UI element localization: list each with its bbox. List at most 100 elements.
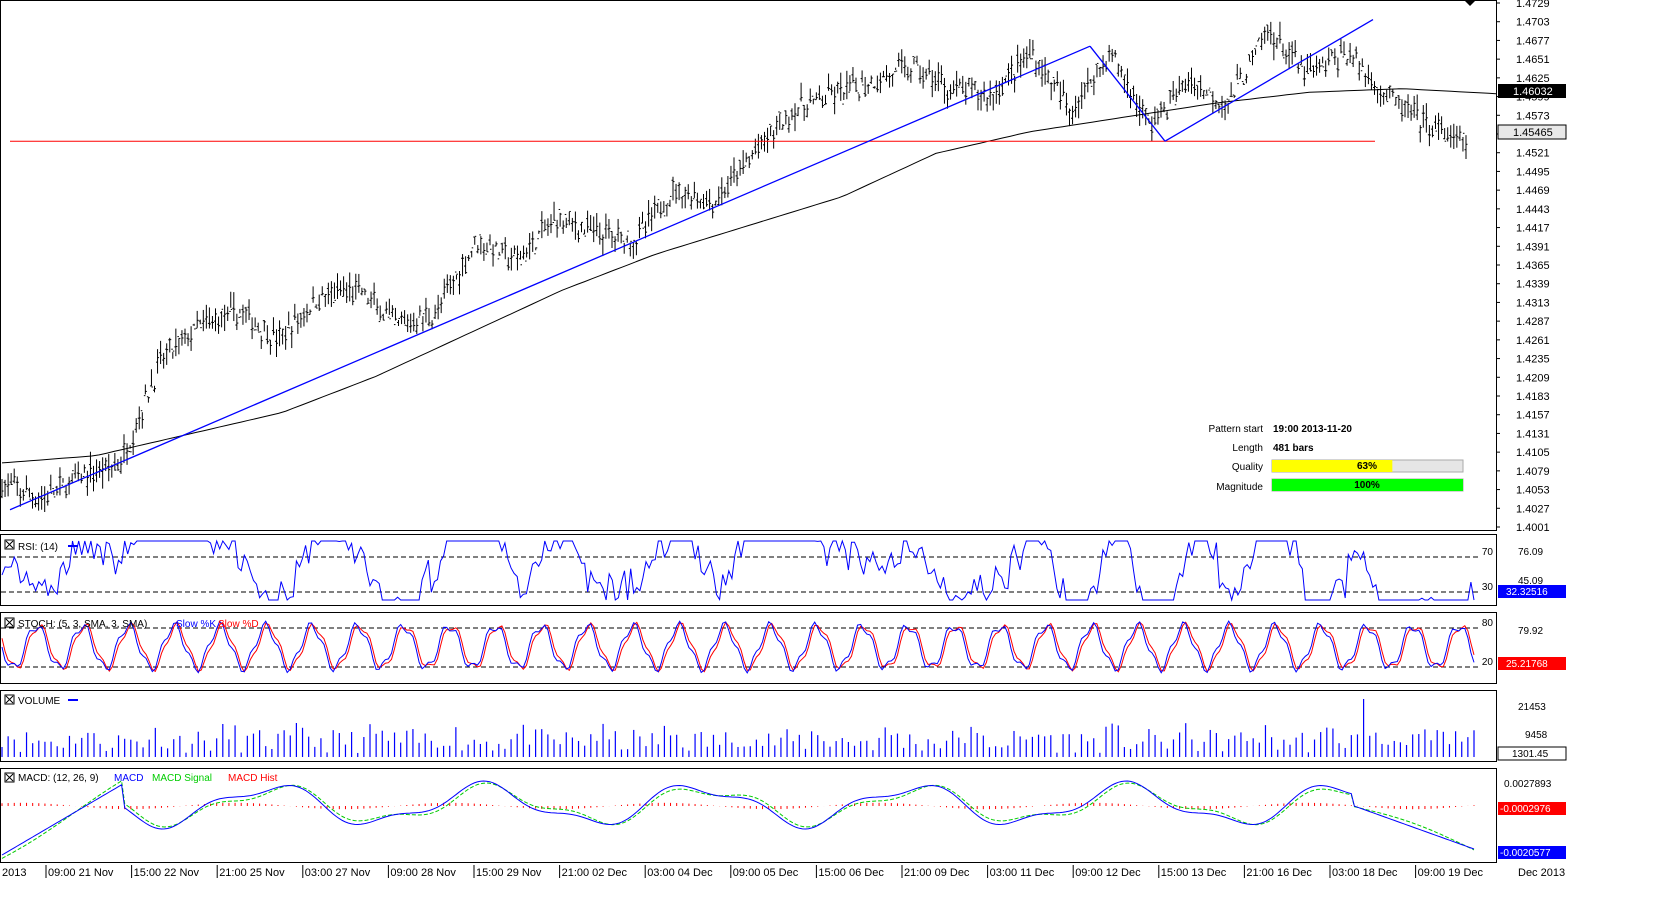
- candle: [311, 286, 315, 303]
- stoch-value: 25.21768: [1506, 659, 1548, 670]
- candle: [293, 303, 297, 321]
- candle: [381, 313, 385, 321]
- candle: [839, 72, 843, 101]
- candle: [1241, 81, 1245, 85]
- candle: [763, 131, 766, 152]
- candle: [659, 201, 663, 219]
- candle: [1055, 71, 1059, 86]
- candle: [1443, 128, 1447, 142]
- candle: [595, 213, 599, 237]
- candle: [778, 111, 782, 130]
- candle: [1278, 21, 1282, 44]
- candle: [875, 75, 879, 93]
- pattern-length-label: Length: [1232, 443, 1263, 454]
- candle: [21, 489, 25, 501]
- candle: [772, 130, 776, 149]
- candle: [1345, 58, 1349, 66]
- candle: [561, 220, 565, 234]
- macd-title: MACD: (12, 26, 9): [18, 773, 99, 784]
- candle: [1257, 37, 1261, 42]
- candle: [653, 195, 657, 219]
- price-tick-label: 1.4703: [1516, 17, 1550, 29]
- candle: [454, 271, 458, 280]
- candle: [1464, 135, 1468, 160]
- candle: [692, 181, 696, 200]
- candle: [555, 219, 559, 238]
- time-label: 09:00 28 Nov: [390, 867, 456, 879]
- candle: [1205, 89, 1209, 96]
- quality-label: Quality: [1232, 462, 1263, 473]
- sma-line: [1, 88, 1497, 464]
- scroll-marker-icon[interactable]: [1464, 0, 1476, 6]
- candle: [241, 304, 245, 325]
- candle: [1321, 56, 1325, 68]
- candle: [265, 325, 269, 345]
- candle: [348, 272, 352, 302]
- candle: [1379, 85, 1383, 107]
- price-tick-label: 1.4261: [1516, 335, 1550, 347]
- candle: [494, 241, 498, 247]
- trend-line-1: [9, 45, 1091, 511]
- candle: [705, 190, 709, 207]
- candle: [363, 288, 367, 296]
- stoch-d-legend: Slow %D: [218, 619, 259, 630]
- candle: [717, 186, 721, 206]
- candle: [1116, 63, 1120, 77]
- stoch-title: STOCH: (5, 3, SMA, 3, SMA): [18, 619, 147, 630]
- candle: [854, 77, 858, 93]
- candle: [250, 317, 254, 340]
- candle: [790, 108, 794, 121]
- magnitude-value: 100%: [1354, 480, 1380, 491]
- candle: [165, 343, 169, 365]
- candle: [961, 75, 965, 94]
- candle: [372, 282, 376, 305]
- candle: [949, 84, 953, 100]
- candle: [357, 273, 361, 293]
- stoch-upper-level: 80: [1482, 618, 1494, 629]
- candle: [168, 337, 172, 353]
- macd-value: -0.0020577: [1500, 848, 1551, 859]
- candle: [845, 70, 849, 100]
- price-tick-label: 1.4027: [1516, 503, 1550, 515]
- time-label: 03:00 18 Dec: [1332, 867, 1398, 879]
- candle: [988, 80, 992, 106]
- candle: [820, 95, 824, 108]
- candle: [665, 203, 669, 217]
- last-price-label: 1.45465: [1513, 127, 1553, 139]
- trend-line-2: [1089, 45, 1166, 142]
- candle: [271, 317, 275, 336]
- candle: [906, 66, 910, 81]
- price-tick-label: 1.4391: [1516, 241, 1550, 253]
- time-label: 03:00 04 Dec: [647, 867, 713, 879]
- candle: [70, 470, 74, 483]
- candle: [1455, 125, 1459, 148]
- candle: [543, 219, 547, 232]
- candle: [827, 73, 831, 91]
- candle: [162, 352, 166, 369]
- candle: [613, 236, 617, 252]
- candle: [702, 193, 705, 210]
- candle: [1132, 85, 1136, 100]
- candle: [1434, 115, 1437, 132]
- candle: [625, 230, 629, 243]
- volume-axis-top: 21453: [1518, 702, 1546, 713]
- macd-histogram: [1, 802, 1475, 810]
- magnitude-label: Magnitude: [1216, 482, 1263, 493]
- rsi-panel: [0, 534, 1497, 606]
- candle: [1110, 48, 1114, 63]
- candle: [650, 207, 654, 232]
- pattern-info: Pattern start 19:00 2013-11-20 Length 48…: [1209, 424, 1464, 493]
- candle: [1183, 78, 1187, 93]
- candle: [888, 72, 892, 88]
- candle: [677, 182, 681, 201]
- candle: [177, 336, 181, 355]
- candle: [143, 384, 147, 397]
- candle: [924, 68, 928, 80]
- candle: [775, 115, 779, 136]
- candles: [0, 21, 1468, 513]
- stoch-panel: [0, 612, 1497, 684]
- candle: [567, 210, 571, 226]
- candle: [1046, 69, 1050, 84]
- candle: [936, 62, 940, 92]
- candle: [793, 103, 797, 132]
